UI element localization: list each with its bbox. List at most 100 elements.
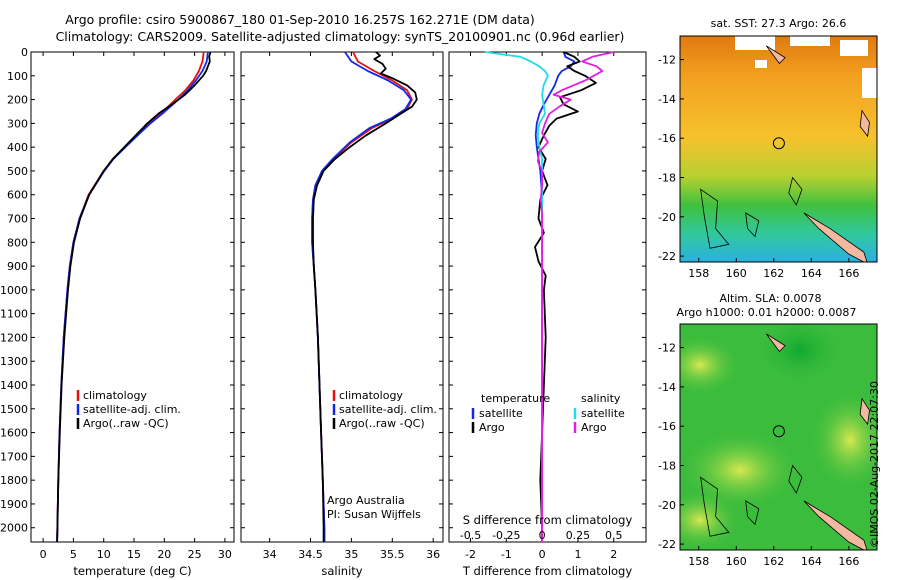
depth-tick-label: 1700 bbox=[0, 450, 28, 463]
map-x-tick-label: 164 bbox=[801, 267, 822, 280]
top-tick-label: 0 bbox=[539, 529, 546, 542]
x-tick-label: 2 bbox=[610, 548, 617, 561]
map-title-sst: sat. SST: 27.3 Argo: 26.6 bbox=[711, 17, 847, 30]
x-tick-label: 35 bbox=[344, 548, 358, 561]
depth-tick-label: 500 bbox=[7, 165, 28, 178]
reef-outline bbox=[788, 176, 803, 206]
series-line-sal-argo-raw-qc- bbox=[312, 51, 418, 542]
map-y-tick-label: -20 bbox=[658, 499, 676, 512]
land-vanuatu bbox=[859, 109, 870, 138]
land-vanuatu bbox=[859, 397, 870, 426]
legend-label: satellite bbox=[479, 407, 523, 420]
figure-title-line1: Argo profile: csiro 5900867_180 01-Sep-2… bbox=[65, 12, 535, 27]
profile-panel-diff: -2 -1 0 1 2 T difference from climatology temp… bbox=[448, 51, 647, 578]
legend-heading-temperature: temperature bbox=[481, 392, 550, 405]
x-tick-label: 1 bbox=[574, 548, 581, 561]
series-line-diff-temperature-argo bbox=[534, 51, 597, 542]
depth-tick-label: 1100 bbox=[0, 308, 28, 321]
legend-label: Argo bbox=[479, 421, 505, 434]
map-y-tick-label: -16 bbox=[658, 420, 676, 433]
top-tick-label: 0.5 bbox=[605, 529, 623, 542]
depth-tick-label: 1000 bbox=[0, 284, 28, 297]
x-tick-label: 20 bbox=[157, 548, 171, 561]
sla-anomaly bbox=[680, 490, 740, 550]
reef-outline bbox=[700, 476, 730, 537]
map-y-tick-label: -14 bbox=[658, 381, 676, 394]
reef-outline bbox=[700, 188, 730, 249]
legend-label: Argo(..raw -QC) bbox=[83, 417, 169, 430]
note-line: Argo Australia bbox=[327, 494, 405, 507]
map-y-tick-label: -18 bbox=[658, 459, 676, 472]
map-x-tick-label: 166 bbox=[838, 267, 859, 280]
map-title-sla: Altim. SLA: 0.0078 bbox=[719, 292, 821, 305]
depth-tick-label: 1400 bbox=[0, 379, 28, 392]
depth-tick-label: 700 bbox=[7, 213, 28, 226]
depth-tick-label: 600 bbox=[7, 189, 28, 202]
legend-label: climatology bbox=[83, 389, 147, 402]
depth-tick-label: 800 bbox=[7, 236, 28, 249]
depth-tick-label: 1500 bbox=[0, 403, 28, 416]
map-x-tick-label: 162 bbox=[763, 555, 784, 568]
land-solomon bbox=[765, 333, 786, 353]
panel-frame-diff bbox=[448, 51, 647, 543]
land-solomon bbox=[765, 45, 786, 65]
map-field-sst bbox=[680, 36, 877, 262]
reef-outline bbox=[745, 212, 760, 238]
missing-data-patch bbox=[840, 40, 868, 56]
depth-tick-label: 1200 bbox=[0, 331, 28, 344]
x-tick-label: 10 bbox=[97, 548, 111, 561]
depth-tick-label: 1900 bbox=[0, 498, 28, 511]
map-x-tick-label: 166 bbox=[838, 555, 859, 568]
map-frame-sst bbox=[679, 35, 878, 263]
map-y-tick-label: -12 bbox=[658, 342, 676, 355]
map-x-tick-label: 160 bbox=[726, 267, 747, 280]
missing-data-patch bbox=[790, 36, 830, 46]
x-tick-label: 34.5 bbox=[298, 548, 323, 561]
map-y-tick-label: -22 bbox=[658, 538, 676, 551]
map-y-tick-label: -12 bbox=[658, 54, 676, 67]
panel-frame-sal bbox=[240, 51, 444, 543]
x-axis-label-temp: temperature (deg C) bbox=[73, 564, 191, 578]
argo-position-marker bbox=[772, 137, 785, 150]
legend-label: satellite bbox=[581, 407, 625, 420]
depth-tick-label: 1600 bbox=[0, 427, 28, 440]
x-tick-label: -1 bbox=[501, 548, 512, 561]
series-line-diff-salinity-argo bbox=[536, 51, 614, 542]
legend-label: satellite-adj. clim. bbox=[339, 403, 437, 416]
top-tick-label: -0.25 bbox=[492, 529, 520, 542]
depth-tick-label: 400 bbox=[7, 141, 28, 154]
x-tick-label: 15 bbox=[127, 548, 141, 561]
depth-tick-label: 100 bbox=[7, 70, 28, 83]
map-sla: 158 160 162 164 166 -12 -14 -16 -18 -20 -22 Altim. … bbox=[658, 292, 878, 568]
note-line: PI: Susan Wijffels bbox=[327, 508, 421, 521]
profile-panel-temp: 0100200300400500600700800900100011001200… bbox=[0, 46, 235, 578]
depth-tick-label: 1800 bbox=[0, 474, 28, 487]
top-tick-label: -0.5 bbox=[460, 529, 481, 542]
x-tick-label: 5 bbox=[70, 548, 77, 561]
argo-position-marker bbox=[772, 425, 785, 438]
x-tick-label: 36 bbox=[426, 548, 440, 561]
x-tick-label: 30 bbox=[218, 548, 232, 561]
depth-tick-label: 2000 bbox=[0, 522, 28, 535]
missing-data-patch bbox=[755, 60, 767, 68]
imos-timestamp: ©IMOS 02-Aug-2017 22:07:30 bbox=[868, 381, 881, 548]
legend-label: satellite-adj. clim. bbox=[83, 403, 181, 416]
x-axis-label-sal: salinity bbox=[321, 564, 362, 578]
missing-data-patch bbox=[862, 68, 877, 98]
map-x-tick-label: 158 bbox=[688, 555, 709, 568]
depth-tick-label: 300 bbox=[7, 117, 28, 130]
map-y-tick-label: -20 bbox=[658, 211, 676, 224]
depth-tick-label: 200 bbox=[7, 94, 28, 107]
land-new-caledonia bbox=[803, 212, 868, 262]
profile-panel-sal: 34 34.5 35 35.5 36 salinity climatologysatelli… bbox=[240, 51, 444, 578]
legend-heading-salinity: salinity bbox=[581, 392, 621, 405]
map-y-tick-label: -16 bbox=[658, 132, 676, 145]
missing-data-patch bbox=[735, 36, 775, 50]
map-subtitle-sla: Argo h1000: 0.01 h2000: 0.0087 bbox=[677, 306, 857, 319]
depth-tick-label: 900 bbox=[7, 260, 28, 273]
depth-tick-label: 1300 bbox=[0, 355, 28, 368]
map-x-tick-label: 158 bbox=[688, 267, 709, 280]
map-x-tick-label: 160 bbox=[726, 555, 747, 568]
figure-title-line2: Climatology: CARS2009. Satellite-adjuste… bbox=[55, 29, 625, 44]
